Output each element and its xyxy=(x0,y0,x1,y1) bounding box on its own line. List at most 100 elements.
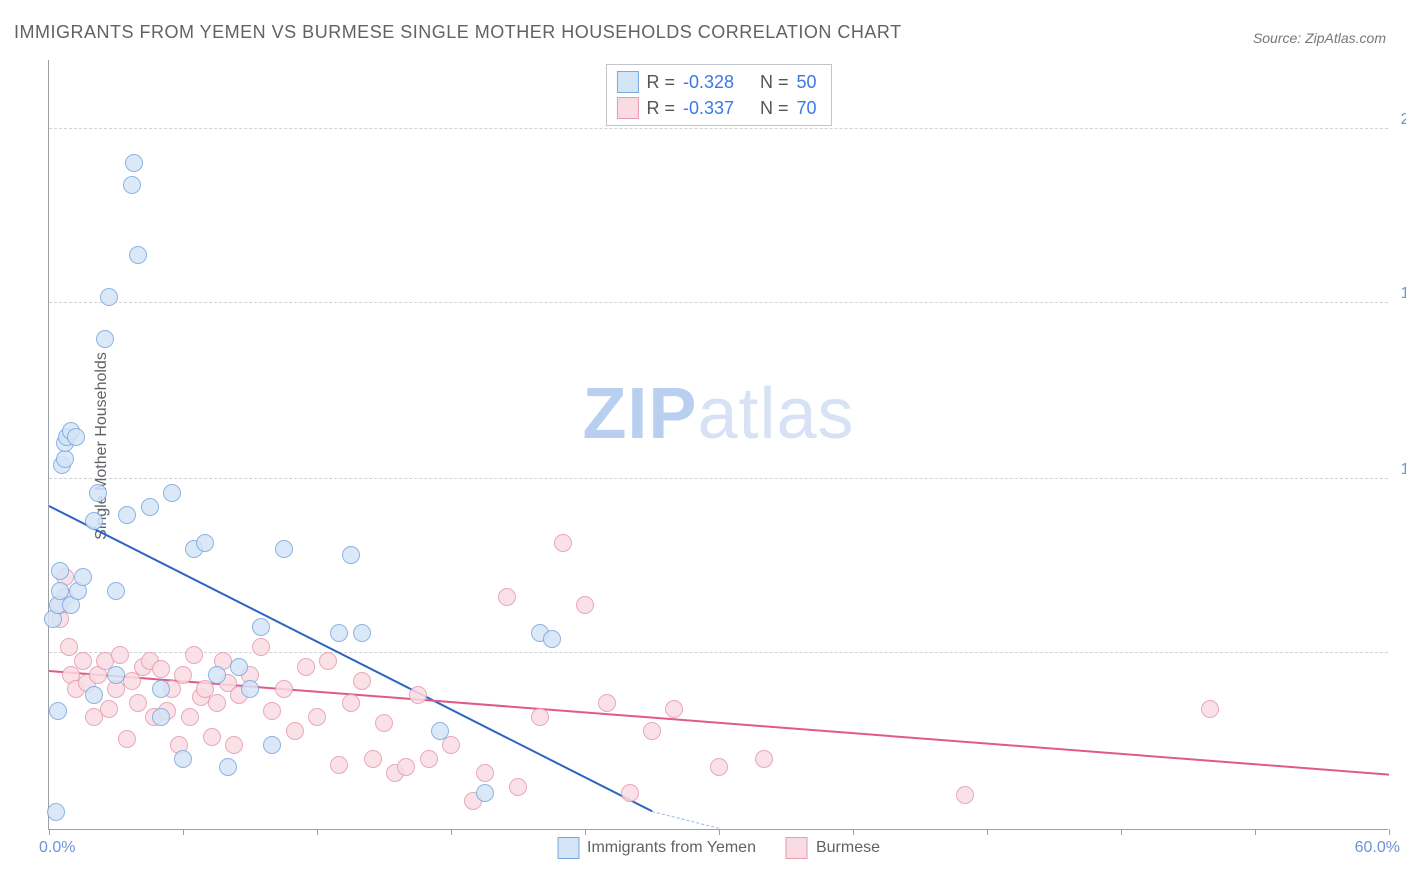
scatter-point xyxy=(263,736,281,754)
scatter-point xyxy=(85,512,103,530)
scatter-point xyxy=(47,803,65,821)
scatter-point xyxy=(125,154,143,172)
scatter-point xyxy=(531,708,549,726)
scatter-point xyxy=(643,722,661,740)
x-tick xyxy=(585,829,586,835)
series-legend: Immigrants from Yemen Burmese xyxy=(557,837,880,859)
x-tick xyxy=(49,829,50,835)
scatter-point xyxy=(51,562,69,580)
scatter-point xyxy=(409,686,427,704)
scatter-point xyxy=(96,330,114,348)
scatter-point xyxy=(476,784,494,802)
scatter-point xyxy=(129,694,147,712)
gridline xyxy=(49,478,1388,479)
legend-item-burmese: Burmese xyxy=(786,837,880,859)
gridline xyxy=(49,652,1388,653)
scatter-point xyxy=(342,546,360,564)
scatter-point xyxy=(56,450,74,468)
y-tick-label: 12.5% xyxy=(1401,461,1406,479)
scatter-point xyxy=(375,714,393,732)
scatter-point xyxy=(100,700,118,718)
scatter-point xyxy=(152,708,170,726)
scatter-point xyxy=(89,484,107,502)
scatter-point xyxy=(208,694,226,712)
scatter-point xyxy=(1201,700,1219,718)
scatter-point xyxy=(152,680,170,698)
chart-title: IMMIGRANTS FROM YEMEN VS BURMESE SINGLE … xyxy=(14,22,902,43)
x-tick xyxy=(987,829,988,835)
x-tick xyxy=(183,829,184,835)
x-tick xyxy=(1255,829,1256,835)
scatter-point xyxy=(263,702,281,720)
scatter-point xyxy=(275,680,293,698)
scatter-point xyxy=(219,758,237,776)
scatter-point xyxy=(230,658,248,676)
scatter-point xyxy=(129,246,147,264)
scatter-point xyxy=(185,646,203,664)
x-axis-max: 60.0% xyxy=(1355,839,1400,857)
scatter-point xyxy=(107,666,125,684)
scatter-point xyxy=(364,750,382,768)
scatter-point xyxy=(141,498,159,516)
scatter-point xyxy=(74,568,92,586)
scatter-point xyxy=(621,784,639,802)
scatter-point xyxy=(152,660,170,678)
source-label: Source: ZipAtlas.com xyxy=(1253,30,1386,46)
scatter-point xyxy=(755,750,773,768)
scatter-point xyxy=(196,534,214,552)
x-tick xyxy=(451,829,452,835)
legend-item-yemen: Immigrants from Yemen xyxy=(557,837,756,859)
scatter-point xyxy=(60,638,78,656)
scatter-point xyxy=(420,750,438,768)
scatter-point xyxy=(342,694,360,712)
scatter-point xyxy=(476,764,494,782)
x-tick xyxy=(1389,829,1390,835)
scatter-point xyxy=(252,638,270,656)
scatter-point xyxy=(49,702,67,720)
y-tick-label: 18.8% xyxy=(1401,285,1406,303)
legend-row-burmese: R = -0.337 N = 70 xyxy=(616,95,816,121)
scatter-point xyxy=(85,686,103,704)
scatter-point xyxy=(498,588,516,606)
scatter-point xyxy=(576,596,594,614)
scatter-point xyxy=(118,730,136,748)
scatter-point xyxy=(252,618,270,636)
scatter-point xyxy=(353,672,371,690)
scatter-point xyxy=(598,694,616,712)
x-tick xyxy=(317,829,318,835)
scatter-point xyxy=(353,624,371,642)
gridline xyxy=(49,302,1388,303)
scatter-point xyxy=(308,708,326,726)
regression-line xyxy=(652,811,719,829)
x-tick xyxy=(853,829,854,835)
scatter-point xyxy=(710,758,728,776)
scatter-point xyxy=(286,722,304,740)
scatter-point xyxy=(67,428,85,446)
legend-row-yemen: R = -0.328 N = 50 xyxy=(616,69,816,95)
scatter-point xyxy=(956,786,974,804)
x-axis-min: 0.0% xyxy=(39,839,75,857)
scatter-point xyxy=(163,484,181,502)
scatter-point xyxy=(208,666,226,684)
gridline xyxy=(49,128,1388,129)
scatter-point xyxy=(74,652,92,670)
y-tick-label: 25.0% xyxy=(1401,111,1406,129)
scatter-point xyxy=(543,630,561,648)
scatter-point xyxy=(397,758,415,776)
correlation-legend: R = -0.328 N = 50 R = -0.337 N = 70 xyxy=(605,64,831,126)
scatter-point xyxy=(554,534,572,552)
scatter-point xyxy=(275,540,293,558)
scatter-point xyxy=(203,728,221,746)
scatter-point xyxy=(319,652,337,670)
scatter-point xyxy=(297,658,315,676)
scatter-point xyxy=(100,288,118,306)
scatter-point xyxy=(118,506,136,524)
scatter-point xyxy=(174,750,192,768)
scatter-point xyxy=(330,624,348,642)
scatter-point xyxy=(107,582,125,600)
scatter-point xyxy=(431,722,449,740)
scatter-point xyxy=(665,700,683,718)
scatter-point xyxy=(181,708,199,726)
scatter-point xyxy=(442,736,460,754)
x-tick xyxy=(1121,829,1122,835)
